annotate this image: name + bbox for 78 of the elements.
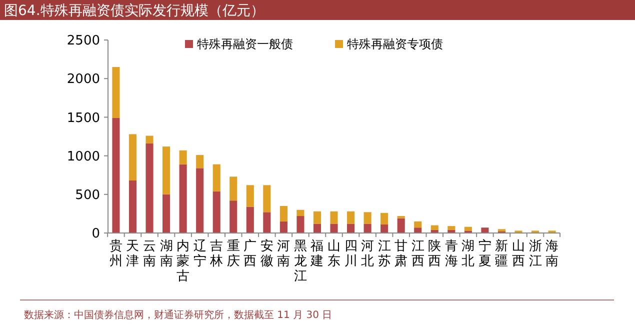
bar: [230, 200, 238, 233]
bar: [246, 206, 254, 233]
x-tick-label: 陕西: [428, 239, 442, 269]
x-tick-label: 新疆: [495, 239, 508, 269]
bar: [364, 212, 372, 224]
x-tick-label: 天津: [126, 239, 140, 269]
bar: [263, 212, 271, 233]
bar: [212, 191, 220, 233]
bar: [196, 155, 204, 168]
x-tick-label: 甘肃: [394, 239, 408, 269]
bar: [296, 210, 304, 216]
bar: [263, 185, 271, 212]
x-tick-label: 辽宁: [193, 239, 206, 269]
bar: [296, 216, 304, 233]
bar: [448, 226, 456, 230]
bar: [162, 146, 170, 194]
bar: [230, 176, 238, 201]
x-tick-label: 广西: [244, 239, 257, 269]
x-tick-label: 山西: [512, 239, 525, 269]
x-tick-label: 四川: [344, 239, 358, 269]
bar: [128, 180, 137, 233]
bar: [313, 224, 321, 233]
bar: [246, 185, 254, 207]
source-note: 数据来源：中国债券信息网，财通证券研究所，数据截至 11 月 30 日: [24, 309, 332, 321]
x-tick-label: 内蒙古: [176, 239, 190, 284]
x-tick-label: 山东: [328, 239, 340, 269]
x-tick-label: 重庆: [226, 239, 240, 269]
bar: [414, 228, 422, 233]
bar: [179, 164, 187, 233]
x-tick-label: 青海: [444, 239, 458, 269]
y-tick-label: 1500: [66, 110, 100, 126]
bar: [146, 136, 154, 144]
y-tick-label: 2000: [66, 72, 100, 88]
bar: [364, 224, 372, 233]
bar: [380, 224, 388, 233]
x-tick-label: 安徽: [260, 238, 274, 269]
x-tick-label: 云南: [143, 239, 156, 269]
bar: [330, 211, 338, 224]
x-tick-label: 黑龙江: [294, 239, 307, 284]
bar: [212, 164, 220, 192]
y-tick-label: 2500: [66, 34, 100, 49]
x-tick-label: 江苏: [378, 239, 391, 269]
bar: [330, 224, 338, 233]
x-tick-label: 海南: [546, 239, 559, 269]
bar: [112, 118, 120, 233]
bar: [313, 211, 321, 224]
bar: [146, 143, 154, 233]
bar: [112, 67, 120, 118]
x-tick-label: 贵州: [109, 239, 122, 269]
x-tick-label: 宁夏: [478, 238, 492, 269]
legend-label: 特殊再融资一般债: [197, 37, 293, 51]
y-tick-label: 500: [75, 188, 100, 203]
x-tick-label: 湖北: [462, 239, 475, 269]
x-tick-label: 吉林: [209, 239, 224, 269]
x-tick-label: 福建: [310, 239, 324, 269]
bar: [280, 221, 288, 233]
x-tick-label: 浙江: [528, 239, 542, 269]
bar: [430, 225, 438, 230]
bar: [380, 212, 388, 225]
bar: [196, 168, 204, 233]
bar: [179, 150, 187, 164]
bar: [347, 211, 355, 224]
bar: [162, 194, 170, 233]
bar: [347, 224, 355, 233]
bar: [464, 226, 472, 231]
x-tick-label: 江西: [411, 239, 424, 269]
x-tick-label: 湖南: [160, 239, 173, 269]
bar: [128, 134, 137, 181]
x-tick-label: 河南: [277, 239, 290, 269]
bar: [280, 206, 288, 222]
bar: [397, 218, 405, 233]
chart-title: 图64.特殊再融资债实际发行规模（亿元）: [4, 3, 264, 19]
legend-label: 特殊再融资专项债: [347, 37, 443, 51]
bar: [414, 221, 422, 228]
y-tick-label: 0: [92, 226, 100, 242]
y-tick-label: 1000: [66, 149, 100, 164]
x-tick-label: 河北: [361, 239, 374, 269]
bar: [481, 228, 489, 233]
